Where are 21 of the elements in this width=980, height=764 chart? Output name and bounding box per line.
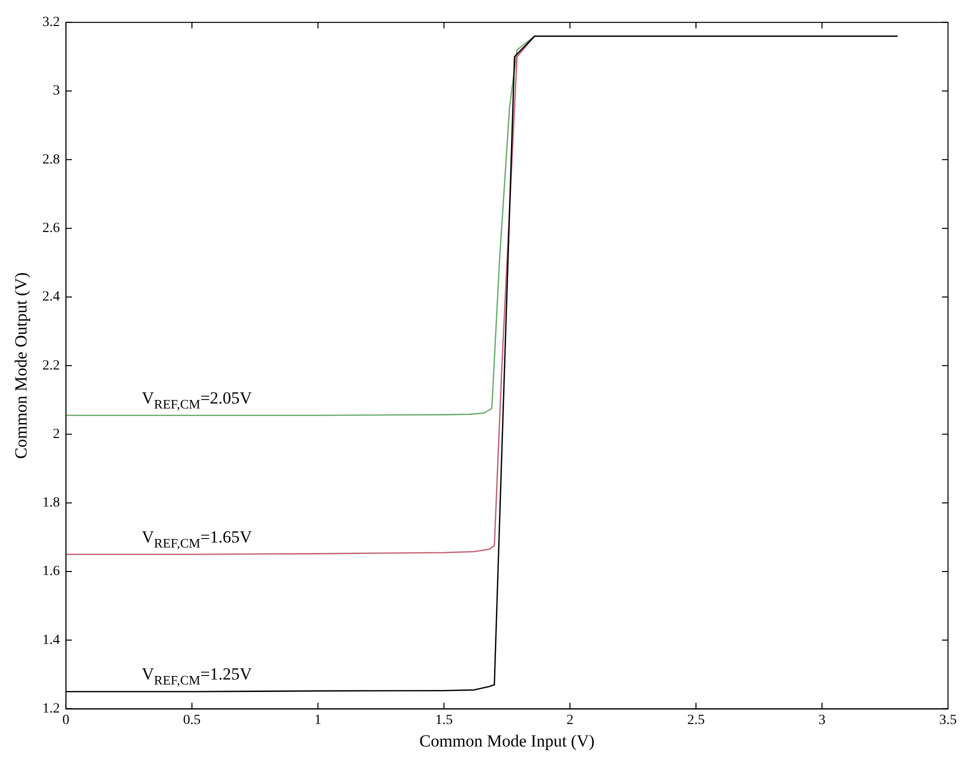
y-tick-label: 1.4 (42, 632, 60, 648)
x-tick-label: 0.5 (183, 712, 201, 728)
y-axis-title: Common Mode Output (V) (12, 272, 31, 459)
y-tick-label: 2.2 (42, 358, 60, 374)
y-tick-label: 2.8 (42, 152, 60, 168)
y-tick-label: 3.2 (42, 15, 60, 30)
x-tick-label: 3.5 (939, 712, 957, 728)
y-tick-label: 3 (52, 84, 60, 99)
x-axis-title: Common Mode Input (V) (419, 731, 595, 750)
x-tick-label: 2.5 (687, 712, 705, 728)
y-tick-label: 1.8 (42, 496, 60, 511)
x-tick-label: 1 (314, 712, 322, 728)
y-tick-label: 1.2 (42, 701, 60, 716)
y-tick-label: 2.6 (42, 220, 60, 236)
y-tick-label: 1.6 (42, 564, 60, 580)
y-tick-label: 2 (52, 426, 60, 442)
x-tick-label: 1.5 (435, 712, 453, 728)
y-tick-label: 2.4 (42, 290, 60, 305)
x-tick-label: 2 (566, 712, 574, 728)
x-tick-label: 3 (818, 712, 826, 728)
x-tick-label: 0 (62, 712, 70, 728)
